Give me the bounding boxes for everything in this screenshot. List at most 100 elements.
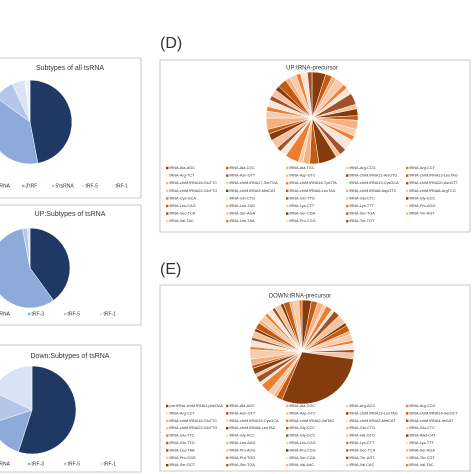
legend-swatch [346, 427, 349, 430]
legend-label: tRNA-chrM.tRNA4-IleGAT [410, 419, 454, 423]
legend-swatch [166, 182, 169, 185]
legend-label: tRNA-chrM.tRNA22-GlnTTG [170, 189, 218, 193]
pie-slice [0, 228, 54, 309]
legend-swatch [406, 441, 409, 445]
legend-swatch [406, 404, 409, 408]
legend-swatch [346, 464, 349, 467]
legend-label: tRNA-chrM.tRNA18-TyrGTA [290, 181, 338, 185]
legend-swatch [166, 434, 169, 437]
legend-label: tRNA-Cys-GCA [170, 196, 197, 200]
legend-swatch [226, 464, 229, 467]
legend-swatch [226, 166, 229, 170]
legend-label: tRNA-Arg-CCG [410, 404, 436, 408]
legend-swatch [346, 412, 349, 415]
legend-label: tRNA-iMet-CAT [410, 434, 437, 438]
legend-label: tRF-3 [32, 461, 45, 467]
pie-slice [298, 299, 303, 353]
legend-label: tRNA-chrM.tRNA3-MetCAT [230, 189, 277, 193]
legend-swatch [286, 412, 289, 415]
legend-swatch [346, 197, 349, 200]
legend-swatch [406, 212, 409, 215]
legend-swatch [166, 419, 169, 422]
legend-swatch [226, 220, 229, 223]
legend-label: tRNA-chrM.tRNA19-CysGCA [350, 181, 400, 185]
legend-label: tRNA-Val-TAC [410, 463, 434, 467]
legend-label: tRF-5 [68, 461, 81, 467]
legend-swatch [166, 464, 169, 467]
legend-label: tRNA-Thr-AGT [410, 212, 436, 216]
legend-swatch [286, 419, 289, 422]
legend-label: tRNA-Leu-CAG [290, 441, 316, 445]
legend-label: tRNA-Leu-CAG [170, 204, 196, 208]
legend-swatch [406, 204, 409, 208]
legend-swatch [226, 404, 229, 408]
legend-swatch [166, 174, 169, 177]
legend-label: tRF-1 [116, 183, 129, 189]
chart-title: Down:Subtypes of tsRNA [31, 353, 110, 360]
legend-label: tRNA-Arg-CCT [170, 411, 196, 415]
legend-label: tRF-1 [104, 311, 117, 317]
legend-swatch [166, 449, 169, 452]
legend-label: tRF-5 [86, 183, 99, 189]
legend-label: tRNA-chrM.tRNA19-CysGCA [230, 419, 280, 423]
legend-label: tRNA-chrM.tRNA6-AspGTC [350, 189, 397, 193]
legend-swatch [346, 404, 349, 408]
legend-label: tRNA-Gly-ACC [230, 434, 256, 438]
legend-label: tRNA-Thr-TGT [350, 219, 376, 223]
pie-slice [0, 409, 33, 453]
legend-label: tRNA-Sec-TCA [350, 448, 376, 452]
legend-swatch [406, 427, 409, 430]
legend-swatch [166, 204, 169, 208]
legend-swatch [346, 166, 349, 170]
legend-swatch [100, 312, 103, 316]
legend-swatch [346, 212, 349, 215]
legend-swatch [406, 174, 409, 177]
legend-swatch [346, 456, 349, 459]
legend-label: tRNA-Thr-CGT [410, 456, 436, 460]
legend-swatch [286, 464, 289, 467]
pie-slice [24, 79, 31, 123]
legend-label: tRNA-Sec-TCA [170, 212, 196, 216]
legend-swatch [346, 182, 349, 185]
legend-swatch [166, 404, 169, 408]
legend-label: tRNA-Gly-GCC [290, 434, 316, 438]
legend-label: tRNA-Gln-TTG [290, 196, 315, 200]
legend-swatch [28, 462, 31, 466]
legend-label: tRNA-Ser-TGA [350, 212, 376, 216]
panel-label: (E) [160, 261, 181, 278]
chart-title: Subtypes of all tsRNA [36, 65, 104, 72]
legend-swatch [286, 189, 289, 192]
legend-swatch [286, 212, 289, 215]
legend-label: tRNA-Lys-TTT [410, 441, 435, 445]
legend-swatch [166, 456, 169, 459]
legend-label: tRNA-Glu-CTC [410, 426, 436, 430]
legend-swatch [226, 182, 229, 185]
legend-label: tRNA-chrM.tRNA8-ArgTCG [410, 189, 456, 193]
legend-label: tRF-5 [68, 311, 81, 317]
legend-label: tRNA-Asn-GTT [230, 411, 256, 415]
legend-swatch [406, 464, 409, 467]
legend-swatch [406, 189, 409, 192]
legend-swatch [166, 166, 169, 170]
legend-label: tRNA-Ser-AGA [410, 448, 436, 452]
legend-swatch [226, 412, 229, 415]
legend-swatch [406, 182, 409, 185]
legend-label: tRNA-Gln-TTG [170, 441, 195, 445]
legend-label: tRNA-Val-CAC [350, 463, 375, 467]
chart-title: DOWN:tRNA-precursor [269, 294, 331, 300]
legend-swatch [166, 412, 169, 415]
legend-label: tRF-3 [32, 311, 45, 317]
chart-title: UP:tRNA-precursor [286, 66, 338, 72]
legend-label: tRNA-Asp-GTC [290, 174, 316, 178]
legend-swatch [286, 449, 289, 452]
legend-swatch [226, 204, 229, 208]
legend-label: tRNA-Arg-TCT [170, 174, 196, 178]
legend-swatch [166, 220, 169, 223]
legend-swatch [406, 434, 409, 437]
legend-swatch [406, 456, 409, 459]
pie-slice [18, 365, 77, 455]
legend-label: tRNA-chrM.tRNA5-LeuTAA [290, 189, 336, 193]
legend-label: tRNA-Ala-CGC [290, 404, 316, 408]
legend-swatch [346, 434, 349, 437]
legend-label: tRNA-Val-TAC [170, 219, 194, 223]
